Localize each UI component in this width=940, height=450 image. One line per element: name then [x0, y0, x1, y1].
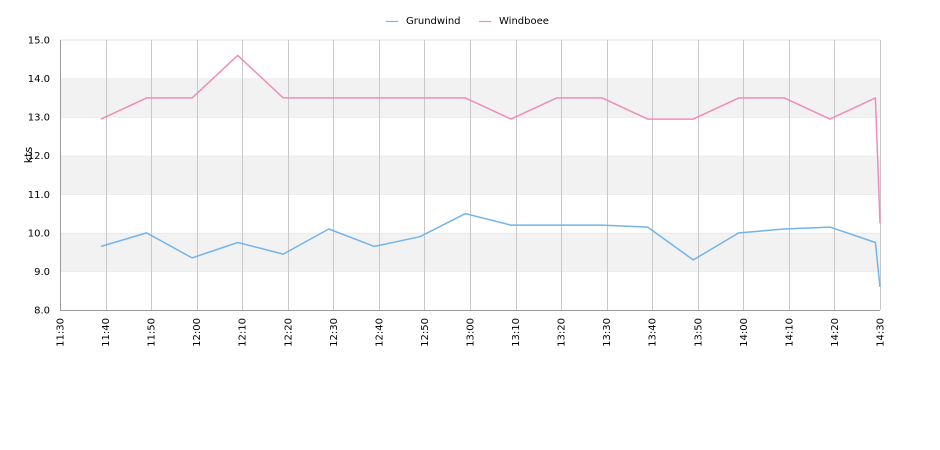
- data-point: [282, 253, 284, 255]
- data-point: [692, 118, 694, 120]
- y-tick-label: 15.0: [28, 36, 50, 47]
- data-point: [100, 246, 102, 248]
- data-point: [100, 118, 102, 120]
- data-point: [784, 97, 786, 99]
- data-point: [738, 232, 740, 234]
- x-tick-label: 12:00: [192, 318, 203, 347]
- data-point: [328, 228, 330, 230]
- data-point: [237, 55, 239, 57]
- x-tick-label: 12:10: [238, 318, 249, 347]
- data-point: [419, 236, 421, 238]
- x-tick-label: 11:40: [101, 318, 112, 347]
- data-point: [647, 226, 649, 228]
- y-tick-label: 14.0: [28, 74, 50, 85]
- x-tick-label: 13:40: [648, 318, 659, 347]
- x-tick-label: 12:40: [374, 318, 385, 347]
- x-tick-label: 14:20: [830, 318, 841, 347]
- y-tick-label: 13.0: [28, 113, 50, 124]
- chart-axes: [60, 40, 880, 311]
- data-point: [237, 242, 239, 244]
- legend-label: Grundwind: [406, 16, 461, 27]
- y-tick-label: 8.0: [34, 306, 50, 317]
- data-point: [647, 118, 649, 120]
- data-point: [191, 257, 193, 259]
- x-axis-ticks: 11:30 11:40 11:50 12:00 12:10 12:20 12:30 12:40…: [56, 318, 887, 347]
- data-point: [875, 97, 877, 99]
- data-point: [465, 97, 467, 99]
- series-line-windboee: [100, 54, 881, 224]
- data-point: [556, 224, 558, 226]
- series-lines: [100, 54, 881, 288]
- data-point: [465, 213, 467, 215]
- y-axis-ticks: 8.0 9.0 10.0 11.0 12.0 13.0 14.0 15.0: [28, 36, 50, 317]
- data-point: [601, 224, 603, 226]
- legend-item-grundwind[interactable]: Grundwind: [386, 16, 461, 27]
- x-tick-label: 11:50: [147, 318, 158, 347]
- data-point: [601, 97, 603, 99]
- x-tick-label: 14:00: [739, 318, 750, 347]
- data-point: [419, 97, 421, 99]
- x-tick-label: 12:30: [329, 318, 340, 347]
- x-tick-label: 13:10: [511, 318, 522, 347]
- y-tick-label: 10.0: [28, 228, 50, 239]
- legend-label: Windboee: [499, 16, 549, 27]
- data-point: [879, 286, 881, 288]
- data-point: [510, 224, 512, 226]
- data-point: [374, 97, 376, 99]
- data-point: [875, 242, 877, 244]
- data-point: [829, 118, 831, 120]
- data-point: [879, 222, 881, 224]
- y-tick-label: 12.0: [28, 151, 50, 162]
- x-tick-label: 13:50: [693, 318, 704, 347]
- y-axis-title: kts: [22, 147, 35, 164]
- x-tick-label: 13:00: [466, 318, 477, 347]
- data-point: [784, 228, 786, 230]
- data-point: [510, 118, 512, 120]
- x-tick-label: 12:20: [283, 318, 294, 347]
- legend-item-windboee[interactable]: Windboee: [479, 16, 549, 27]
- legend[interactable]: Grundwind Windboee: [386, 16, 549, 27]
- data-point: [556, 97, 558, 99]
- data-point: [146, 232, 148, 234]
- y-tick-label: 9.0: [34, 267, 50, 278]
- data-point: [374, 246, 376, 248]
- data-point: [191, 97, 193, 99]
- data-point: [282, 97, 284, 99]
- data-point: [146, 97, 148, 99]
- y-tick-label: 11.0: [28, 190, 50, 201]
- data-point: [738, 97, 740, 99]
- x-tick-label: 13:30: [602, 318, 613, 347]
- x-tick-label: 14:30: [876, 318, 887, 347]
- x-tick-label: 11:30: [56, 318, 67, 347]
- x-tick-label: 12:50: [420, 318, 431, 347]
- data-point: [328, 97, 330, 99]
- x-tick-label: 14:10: [784, 318, 795, 347]
- data-point: [829, 226, 831, 228]
- series-line-grundwind: [100, 212, 881, 287]
- x-tick-label: 13:20: [557, 318, 568, 347]
- data-point: [692, 259, 694, 261]
